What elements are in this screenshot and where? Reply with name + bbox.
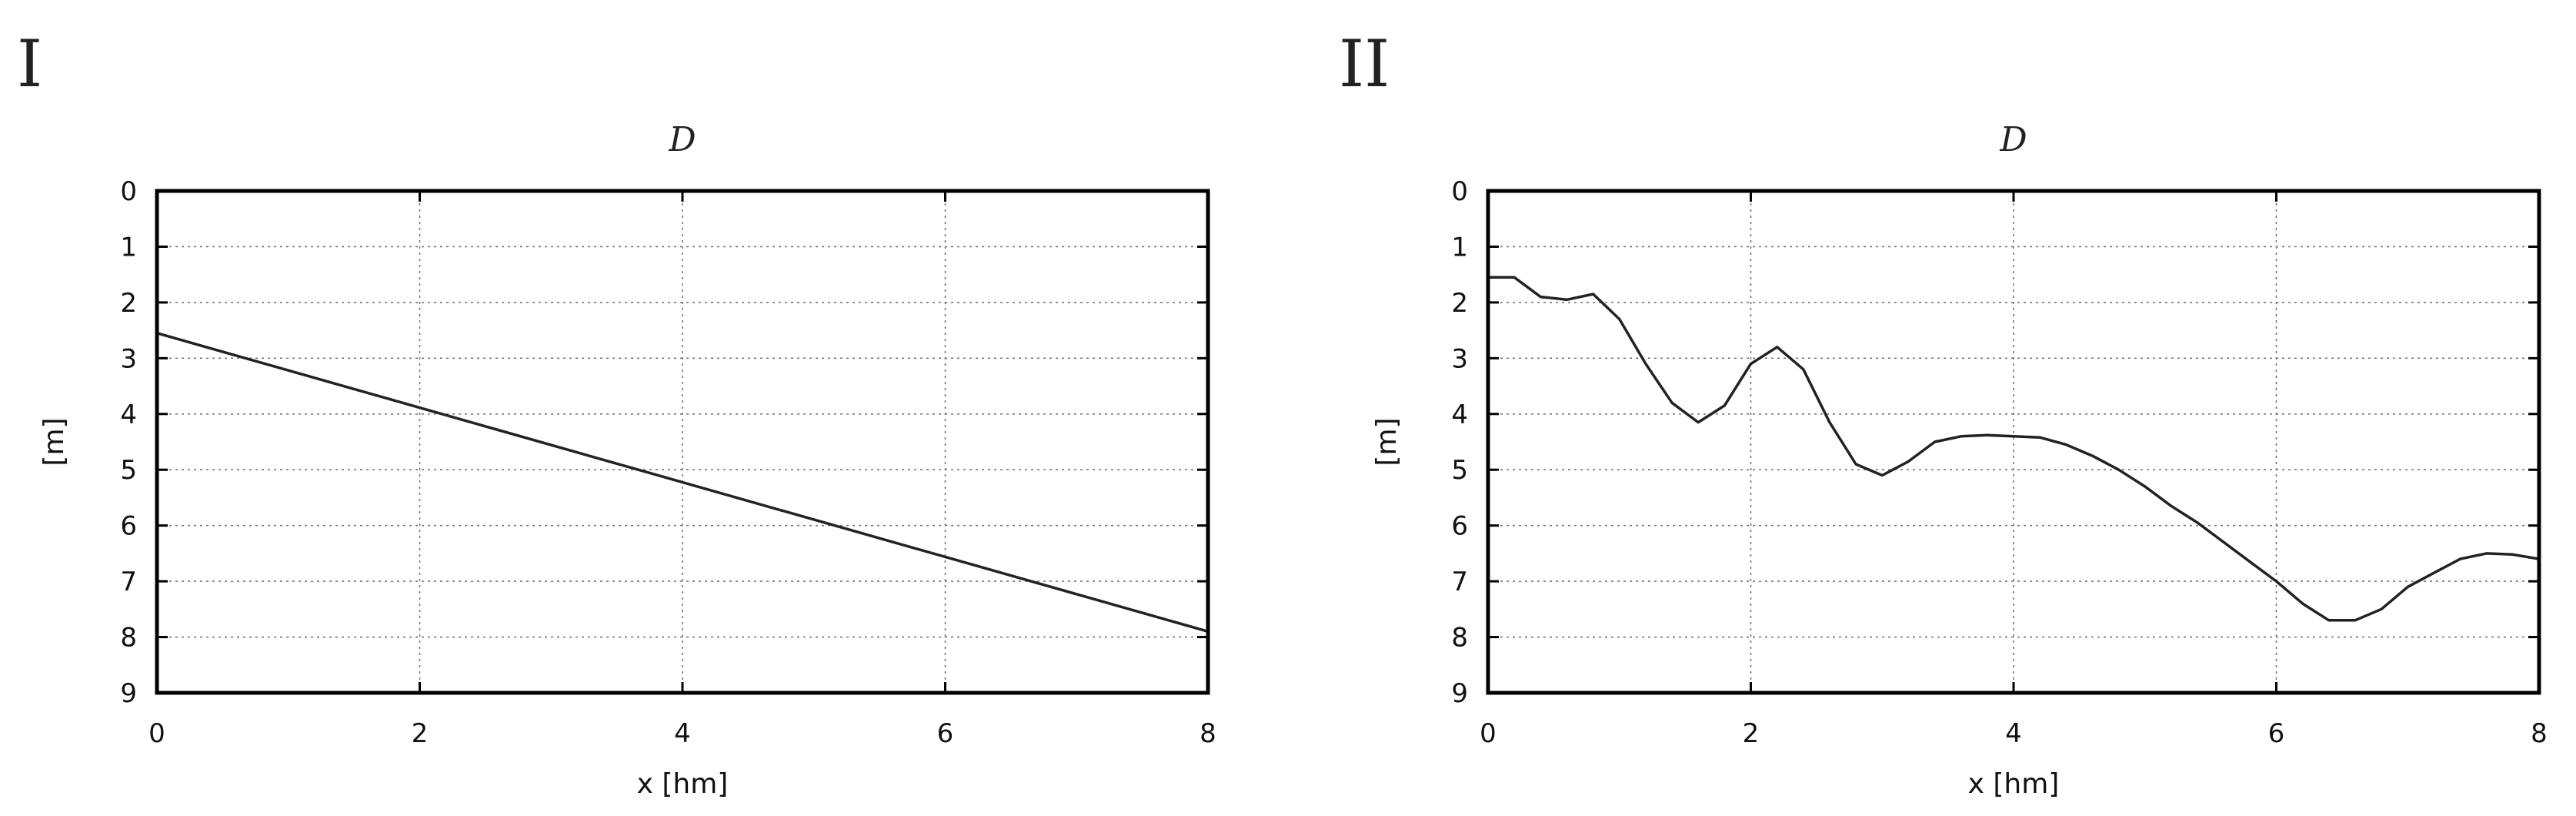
y-tick-label: 4 <box>120 400 137 430</box>
panel-label: I <box>17 26 42 102</box>
y-tick-label: 6 <box>120 511 137 542</box>
y-tick-label: 5 <box>1451 455 1468 486</box>
y-tick-label: 9 <box>1451 678 1468 709</box>
y-axis-label: [m] <box>38 417 70 466</box>
plot-frame <box>1486 189 2541 695</box>
x-tick-label: 2 <box>412 718 429 749</box>
y-tick-label: 8 <box>120 623 137 654</box>
x-tick-label: 4 <box>2005 718 2022 749</box>
y-tick-label: 1 <box>120 232 137 263</box>
y-axis-label: [m] <box>1371 417 1403 466</box>
series-line-1 <box>1488 276 2540 622</box>
y-tick-label: 0 <box>120 176 137 207</box>
chart-title: D <box>1999 120 2027 159</box>
x-axis-label: x [hm] <box>1968 768 2060 800</box>
panel-label: II <box>1339 26 1390 102</box>
y-tick-label: 7 <box>1451 567 1468 597</box>
x-tick-label: 6 <box>2268 718 2285 749</box>
x-tick-label: 8 <box>2531 718 2548 749</box>
y-tick-label: 9 <box>120 678 137 709</box>
x-axis-label: x [hm] <box>637 768 729 800</box>
y-tick-label: 8 <box>1451 623 1468 654</box>
x-tick-label: 6 <box>937 718 954 749</box>
x-tick-label: 8 <box>1200 718 1216 749</box>
y-tick-label: 2 <box>1451 288 1468 319</box>
series-line-1 <box>156 332 1209 633</box>
x-tick-label: 4 <box>674 718 691 749</box>
y-tick-label: 2 <box>120 288 137 319</box>
y-tick-label: 1 <box>1451 232 1468 263</box>
y-tick-label: 4 <box>1451 400 1468 430</box>
y-tick-label: 3 <box>1451 343 1468 374</box>
x-tick-label: 0 <box>1480 718 1497 749</box>
plot-frame <box>155 189 1210 695</box>
x-tick-label: 0 <box>148 718 165 749</box>
y-tick-label: 5 <box>120 455 137 486</box>
y-tick-label: 7 <box>120 567 137 597</box>
x-tick-label: 2 <box>1743 718 1760 749</box>
y-tick-label: 0 <box>1451 176 1468 207</box>
y-tick-label: 3 <box>120 343 137 374</box>
y-tick-label: 6 <box>1451 511 1468 542</box>
chart-title: D <box>668 120 696 159</box>
